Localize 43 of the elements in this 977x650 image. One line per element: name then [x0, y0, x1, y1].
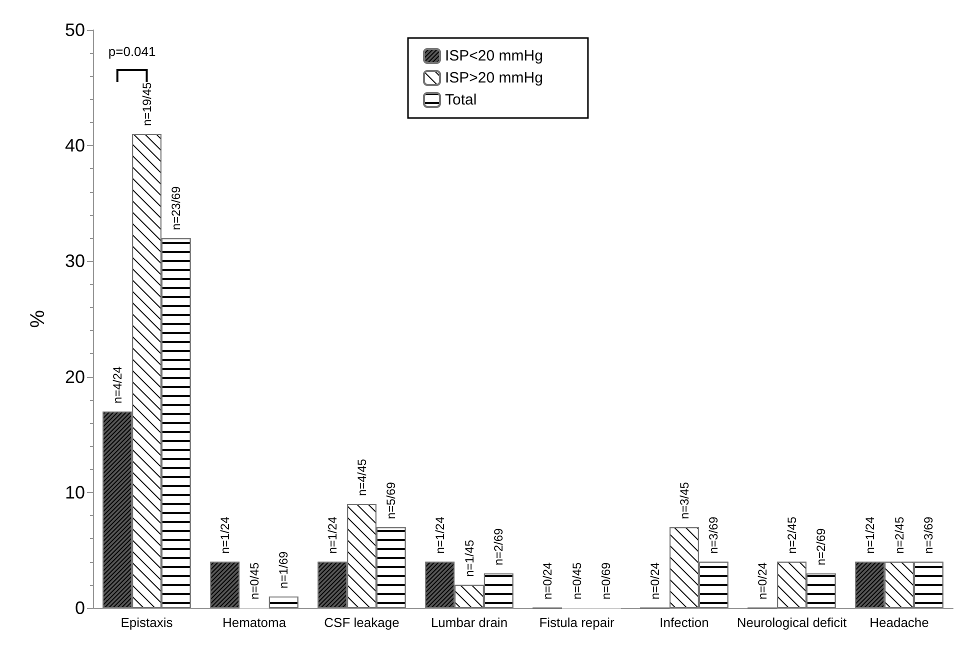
data-label: n=5/69: [384, 482, 398, 520]
legend-label: ISP>20 mmHg: [445, 70, 543, 86]
data-label: n=0/24: [755, 562, 770, 600]
data-label: n=1/45: [462, 540, 476, 577]
data-label: n=4/45: [354, 458, 369, 496]
data-label: n=2/45: [784, 516, 799, 554]
x-tick-label: Neurological deficit: [736, 615, 848, 630]
y-tick-label: 50: [64, 20, 85, 40]
data-label: n=2/45: [892, 516, 906, 554]
y-tick-label: 20: [64, 366, 85, 387]
data-label: n=1/24: [325, 516, 340, 554]
data-label: n=23/69: [169, 186, 184, 230]
legend-label: Total: [445, 92, 477, 108]
data-label: n=1/24: [432, 516, 447, 554]
y-tick-label: 0: [74, 598, 85, 618]
x-tick-label: Lumbar drain: [430, 615, 508, 630]
data-label: n=3/69: [922, 516, 936, 554]
x-tick-label: Infection: [660, 615, 709, 630]
data-label: n=3/69: [706, 516, 721, 554]
data-label: n=19/45: [140, 82, 154, 126]
y-tick-label: 40: [64, 136, 85, 156]
data-label: n=2/69: [492, 528, 506, 566]
data-label: n=0/45: [247, 562, 262, 600]
annotation: p=0.041: [108, 44, 156, 59]
data-label: n=4/24: [110, 366, 124, 404]
y-tick-label: 10: [64, 482, 85, 502]
data-label: n=1/24: [862, 516, 877, 554]
x-tick-label: Hematoma: [222, 615, 287, 630]
x-tick-label: Headache: [870, 615, 929, 630]
data-label: n=1/24: [218, 516, 232, 554]
x-tick-label: Fistula repair: [539, 615, 615, 630]
data-label: n=3/45: [677, 482, 692, 520]
data-label: n=0/24: [540, 562, 554, 600]
x-tick-label: CSF leakage: [324, 615, 400, 630]
y-axis-title: %: [27, 310, 49, 328]
data-label: n=0/69: [599, 562, 614, 600]
x-tick-label: Epistaxis: [120, 615, 174, 630]
data-label: n=0/24: [648, 562, 662, 600]
data-label: n=0/45: [570, 562, 584, 600]
data-label: n=1/69: [276, 551, 291, 588]
legend-label: ISP<20 mmHg: [445, 48, 543, 64]
y-tick-label: 30: [64, 251, 85, 272]
data-label: n=2/69: [814, 528, 828, 566]
